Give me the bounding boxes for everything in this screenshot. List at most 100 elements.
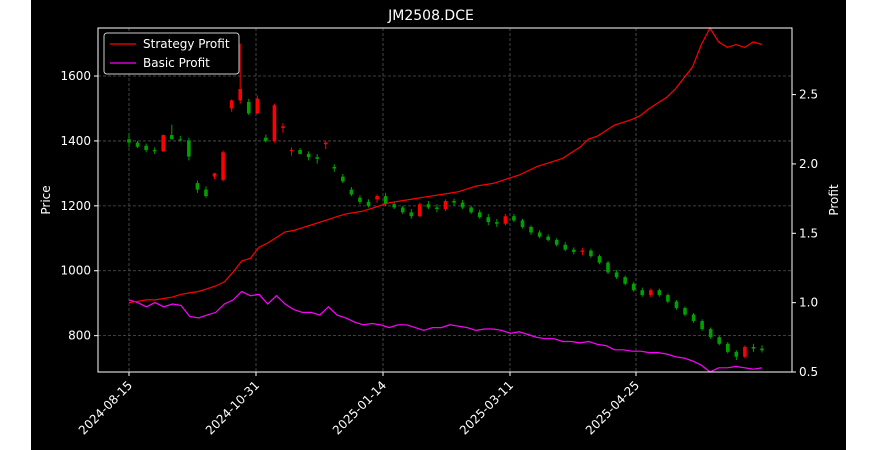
candle-body	[246, 101, 251, 114]
candle-body	[614, 272, 619, 278]
candle-body	[229, 100, 234, 109]
y-right-tick-label: 2.5	[799, 88, 818, 102]
candle-body	[469, 207, 473, 213]
candle-body	[563, 244, 568, 250]
candle-body	[623, 277, 627, 284]
candle-body	[221, 152, 225, 180]
candle-body	[529, 226, 533, 233]
basic-profit-series	[128, 290, 763, 373]
y-left-tick-label: 1000	[60, 264, 91, 278]
candle-body	[648, 290, 653, 296]
candle-body	[674, 301, 679, 309]
candle-body	[589, 250, 593, 257]
candle-body	[666, 295, 670, 302]
y-right-tick-label: 2.0	[799, 157, 818, 171]
candle-body	[572, 249, 576, 252]
right-y-axis-ticks: 0.5 1.0 1.5 2.0 2.5	[792, 88, 818, 379]
candle-body	[281, 126, 285, 128]
candle-body	[332, 166, 337, 169]
left-axis-label: Price	[39, 185, 53, 214]
candle-body	[734, 351, 739, 357]
basic-profit-line	[128, 290, 763, 373]
candle-body	[144, 145, 148, 151]
candle-body	[255, 98, 260, 114]
candle-body	[366, 201, 371, 206]
candle-body	[392, 204, 396, 208]
candle-body	[708, 329, 713, 338]
candle-body	[127, 139, 131, 143]
legend: Strategy Profit Basic Profit	[103, 32, 240, 75]
candle-body	[435, 207, 439, 210]
candle-body	[418, 204, 422, 217]
candle-body	[443, 200, 448, 210]
candle-body	[717, 337, 722, 344]
candle-body	[503, 216, 508, 224]
legend-strategy-label: Strategy Profit	[143, 37, 230, 51]
candle-body	[683, 308, 687, 315]
y-right-tick-label: 1.5	[799, 226, 818, 240]
x-tick-label: 2025-04-25	[583, 378, 642, 437]
candle-body	[135, 142, 140, 147]
x-tick-label: 2025-01-14	[330, 378, 389, 437]
candle-body	[358, 197, 362, 202]
left-y-axis-ticks: 800 1000 1200 1400 1600	[60, 69, 98, 343]
candle-body	[426, 204, 431, 208]
chart-figure: JM2508.DCE 2024-08-15 2024-10-31 2025-01-1…	[31, 0, 846, 450]
candle-body	[725, 343, 730, 352]
candle-body	[486, 217, 491, 223]
candle-body	[691, 314, 696, 322]
candle-body	[537, 232, 542, 237]
candle-body	[760, 348, 764, 351]
price-candles	[127, 43, 764, 360]
candle-body	[306, 153, 311, 158]
candle-body	[204, 189, 208, 197]
x-tick-label: 2025-03-11	[457, 378, 516, 437]
candle-body	[161, 135, 166, 152]
y-left-tick-label: 1600	[60, 69, 91, 83]
candle-body	[195, 183, 200, 190]
candle-body	[315, 157, 319, 159]
candle-body	[187, 140, 191, 157]
candle-body	[495, 222, 499, 224]
chart-title: JM2508.DCE	[387, 8, 474, 24]
y-right-tick-label: 1.0	[799, 296, 818, 310]
candle-body	[383, 196, 388, 205]
candle-body	[452, 200, 456, 203]
candle-body	[178, 139, 183, 141]
x-tick-label: 2024-08-15	[76, 378, 135, 437]
legend-box	[103, 32, 240, 75]
x-axis-ticks: 2024-08-15 2024-10-31 2025-01-14 2025-03-11…	[76, 372, 642, 437]
candle-body	[341, 176, 345, 182]
candle-body	[546, 236, 550, 240]
candle-body	[289, 150, 294, 152]
candle-body	[751, 347, 756, 349]
candle-body	[460, 202, 465, 208]
candle-body	[375, 196, 379, 200]
candle-body	[152, 150, 157, 152]
candle-body	[657, 290, 662, 296]
candle-body	[349, 189, 354, 195]
candle-body	[169, 135, 174, 140]
candle-body	[520, 220, 525, 227]
plot-frame	[97, 27, 793, 373]
x-tick-label: 2024-10-31	[203, 378, 262, 437]
y-left-tick-label: 1200	[60, 199, 91, 213]
candle-body	[409, 212, 414, 217]
y-left-tick-label: 800	[68, 329, 91, 343]
chart-svg: JM2508.DCE 2024-08-15 2024-10-31 2025-01-1…	[39, 8, 841, 437]
candle-body	[606, 262, 610, 273]
candle-body	[238, 89, 243, 101]
y-left-tick-label: 1400	[60, 134, 91, 148]
legend-basic-label: Basic Profit	[143, 56, 210, 70]
strategy-profit-line	[128, 26, 763, 304]
candle-body	[212, 173, 217, 177]
candle-body	[631, 283, 636, 291]
candle-body	[580, 250, 585, 252]
candle-body	[554, 239, 559, 245]
candle-body	[743, 347, 747, 357]
candle-body	[400, 207, 405, 213]
candle-body	[597, 256, 602, 263]
candle-body	[640, 290, 645, 296]
y-right-tick-label: 0.5	[799, 365, 818, 379]
strategy-profit-series	[128, 26, 763, 304]
